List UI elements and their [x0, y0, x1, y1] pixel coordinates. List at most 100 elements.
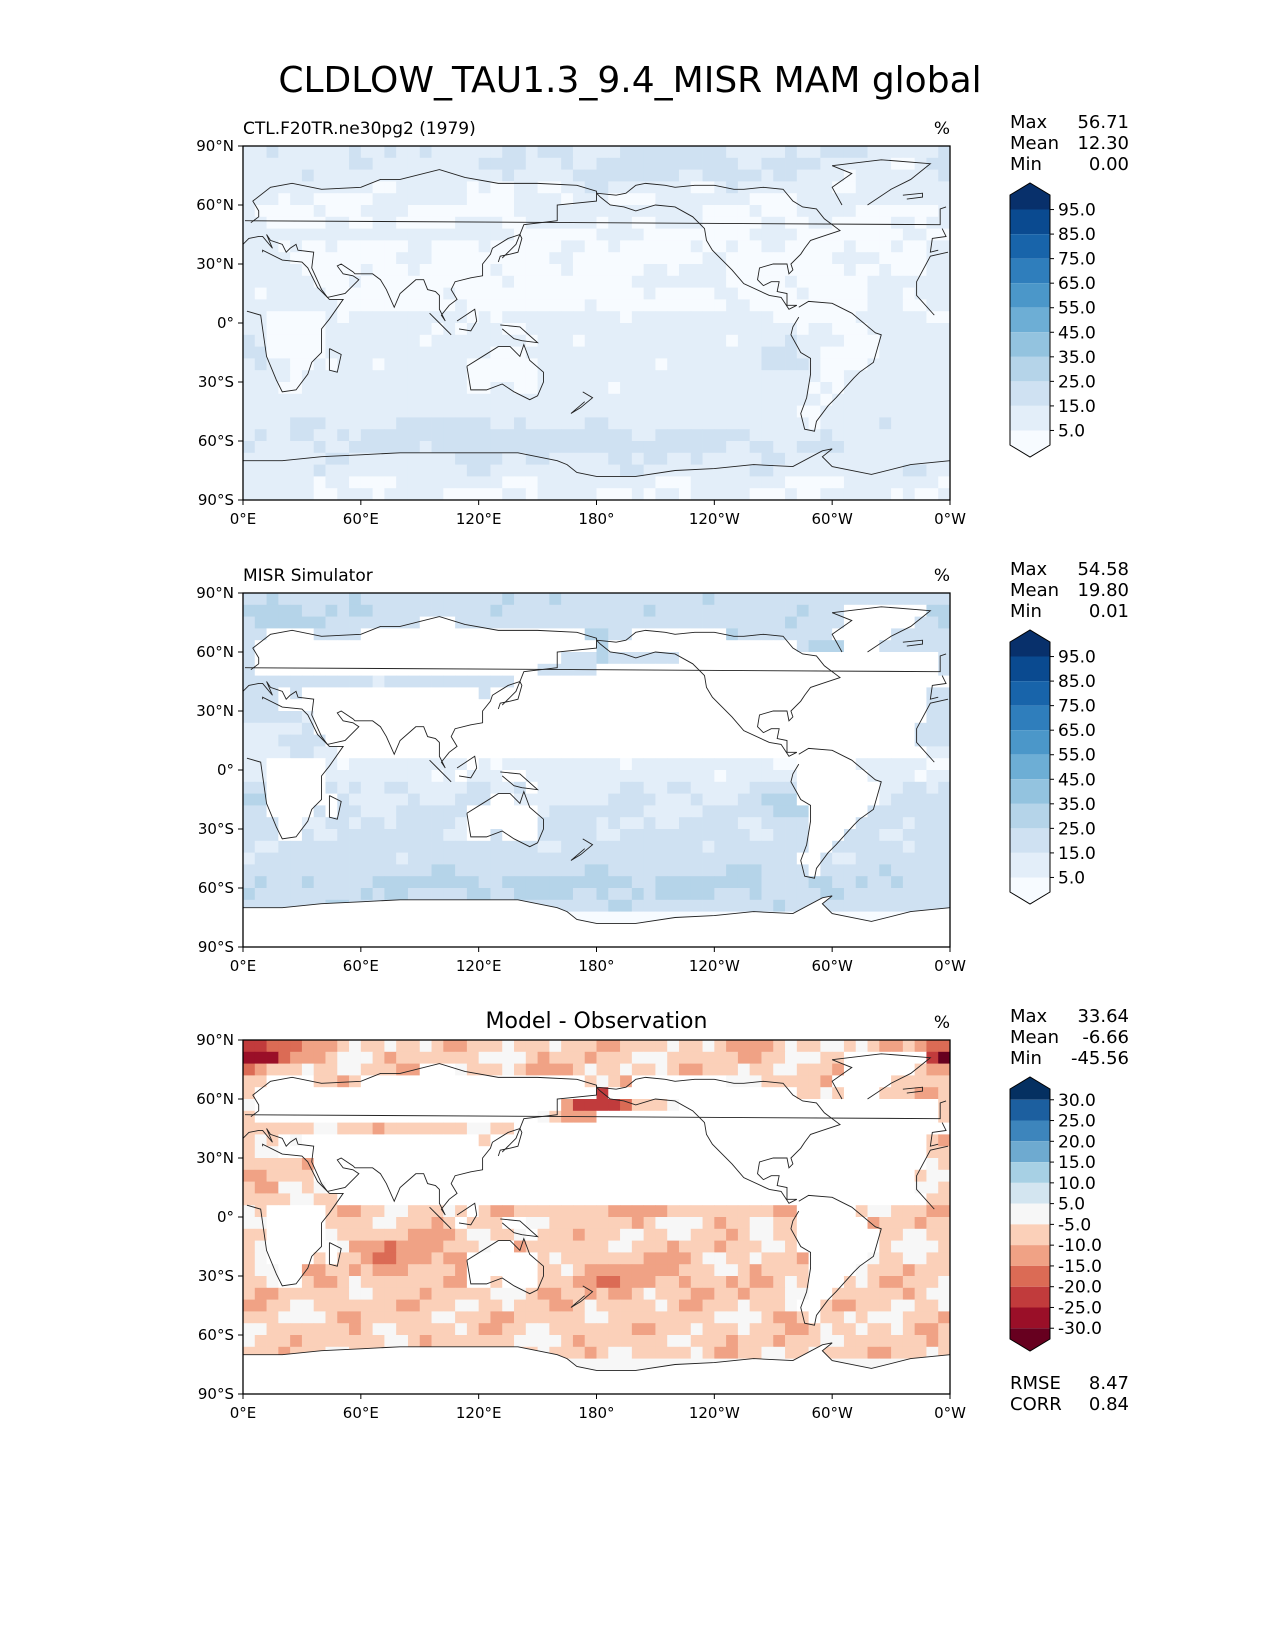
- map-cell: [561, 1181, 574, 1194]
- map-cell: [726, 699, 739, 712]
- map-cell: [620, 628, 633, 641]
- map-cell: [537, 157, 550, 170]
- map-cell: [785, 817, 798, 830]
- map-cell: [914, 252, 927, 265]
- map-cell: [254, 181, 267, 194]
- map-cell: [313, 1063, 326, 1076]
- map-cell: [360, 417, 374, 430]
- map-cell: [643, 840, 656, 853]
- map-cell: [502, 1252, 515, 1265]
- map-cell: [737, 628, 751, 641]
- map-cell: [266, 699, 279, 712]
- map-cell: [313, 663, 326, 676]
- map-cell: [360, 275, 374, 288]
- map-cell: [726, 840, 739, 853]
- map-cell: [891, 488, 904, 501]
- map-cell: [737, 287, 751, 300]
- stat-value: 56.71: [1077, 112, 1129, 133]
- map-cell: [525, 711, 538, 724]
- map-cell: [879, 146, 892, 159]
- map-cell: [667, 1051, 680, 1064]
- map-cell: [761, 1146, 774, 1159]
- map-cell: [290, 311, 303, 324]
- map-cell: [655, 1228, 668, 1241]
- map-cell: [584, 228, 597, 241]
- map-cell: [902, 429, 916, 442]
- map-cell: [419, 1087, 432, 1100]
- map-cell: [514, 1240, 527, 1253]
- map-cell: [843, 240, 857, 253]
- map-cell: [867, 793, 880, 806]
- map-cell: [785, 899, 798, 912]
- map-cell: [643, 1063, 656, 1076]
- map-cell: [643, 358, 656, 371]
- map-cell: [243, 382, 256, 395]
- map-cell: [372, 1252, 385, 1265]
- map-cell: [490, 346, 503, 359]
- map-cell: [820, 1252, 833, 1265]
- map-cell: [502, 852, 515, 865]
- map-cell: [525, 146, 538, 159]
- map-cell: [337, 275, 350, 288]
- map-cell: [407, 758, 421, 771]
- map-cell: [301, 722, 315, 735]
- map-cell: [891, 1087, 904, 1100]
- map-cell: [572, 734, 586, 747]
- map-cell: [690, 429, 703, 442]
- map-cell: [372, 699, 385, 712]
- map-cell: [443, 1134, 456, 1147]
- map-cell: [643, 169, 656, 182]
- map-cell: [643, 888, 656, 901]
- map-cell: [938, 793, 951, 806]
- map-cell: [525, 358, 538, 371]
- map-cell: [478, 417, 491, 430]
- map-cell: [478, 1087, 491, 1100]
- map-cell: [525, 464, 538, 477]
- map-cell: [572, 488, 586, 501]
- map-cell: [832, 1099, 845, 1112]
- map-cell: [914, 169, 927, 182]
- map-cell: [726, 205, 739, 218]
- map-cell: [761, 770, 774, 783]
- map-cell: [714, 452, 727, 465]
- map-cell: [655, 817, 668, 830]
- map-cell: [702, 852, 715, 865]
- map-cell: [843, 1134, 857, 1147]
- map-cell: [678, 393, 692, 406]
- map-cell: [867, 228, 880, 241]
- map-cell: [266, 1240, 279, 1253]
- map-cell: [384, 734, 397, 747]
- coastline: [328, 348, 342, 373]
- map-cell: [490, 734, 503, 747]
- map-cell: [360, 287, 374, 300]
- map-cell: [431, 628, 444, 641]
- map-cell: [938, 228, 951, 241]
- map-cell: [808, 393, 821, 406]
- map-cell: [243, 1217, 256, 1230]
- map-cell: [620, 169, 633, 182]
- map-cell: [337, 311, 350, 324]
- map-cell: [596, 805, 609, 818]
- map-cell: [466, 722, 480, 735]
- map-cell: [796, 1134, 809, 1147]
- map-cell: [266, 734, 279, 747]
- map-cell: [867, 1252, 880, 1265]
- map-cell: [278, 734, 291, 747]
- map-cell: [678, 793, 692, 806]
- map-cell: [455, 311, 468, 324]
- map-cell: [384, 1040, 397, 1053]
- map-cell: [407, 1217, 421, 1230]
- map-cell: [631, 793, 645, 806]
- map-cell: [926, 1040, 939, 1053]
- map-cell: [655, 358, 668, 371]
- map-cell: [749, 193, 762, 206]
- map-cell: [561, 876, 574, 889]
- colorbar-outline: [1009, 182, 1051, 458]
- map-cell: [419, 169, 432, 182]
- map-cell: [396, 382, 409, 395]
- map-cell: [820, 370, 833, 383]
- map-cell: [749, 675, 762, 688]
- map-cell: [337, 193, 350, 206]
- map-cell: [407, 405, 421, 418]
- map-cell: [620, 464, 633, 477]
